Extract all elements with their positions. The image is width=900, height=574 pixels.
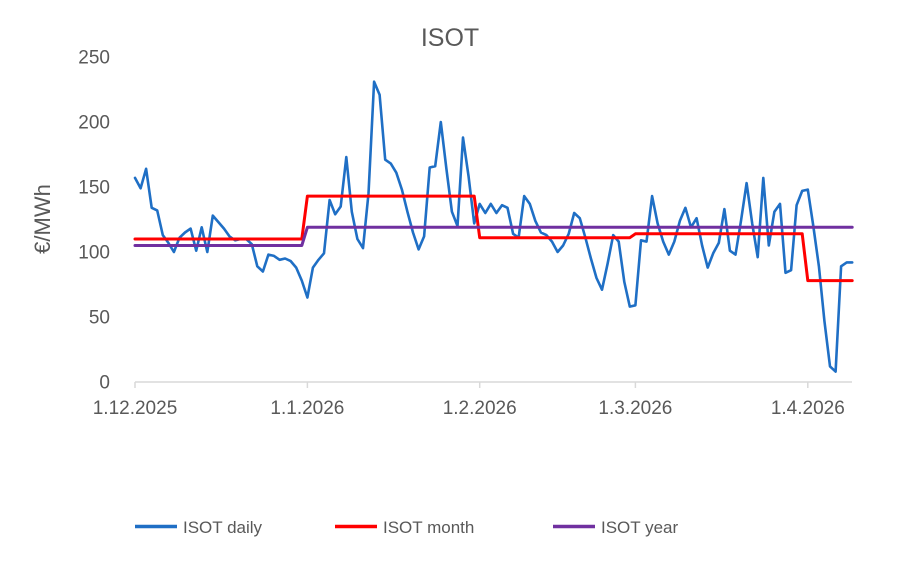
axis-layer: 1.12.2025 1.1.2026 1.2.2026 1.3.2026 1.4.202… [78, 48, 852, 419]
y-axis-title: €/MWh [30, 184, 55, 254]
y-tick-label: 200 [78, 113, 110, 134]
series-layer [133, 80, 854, 373]
legend-label-isot-year[interactable]: ISOT year [601, 518, 678, 537]
legend-label-isot-month[interactable]: ISOT month [383, 518, 474, 537]
legend: ISOT daily ISOT month ISOT year [135, 518, 678, 537]
x-tick-label: 1.3.2026 [598, 398, 672, 419]
chart-title: ISOT [421, 24, 479, 52]
isot-daily-series-line [133, 80, 854, 373]
legend-label-isot-daily[interactable]: ISOT daily [183, 518, 263, 537]
x-tick-label: 1.1.2026 [270, 398, 344, 419]
y-tick-label: 100 [78, 243, 110, 264]
isot-year-series-line [133, 225, 854, 247]
isot-month-series-line [133, 194, 854, 283]
x-tick-label: 1.4.2026 [771, 398, 845, 419]
x-tick-label: 1.12.2025 [93, 398, 178, 419]
y-tick-label: 50 [89, 308, 110, 329]
y-tick-label: 0 [99, 373, 110, 394]
x-tick-label: 1.2.2026 [443, 398, 517, 419]
y-tick-label: 150 [78, 178, 110, 199]
y-tick-label: 250 [78, 48, 110, 69]
